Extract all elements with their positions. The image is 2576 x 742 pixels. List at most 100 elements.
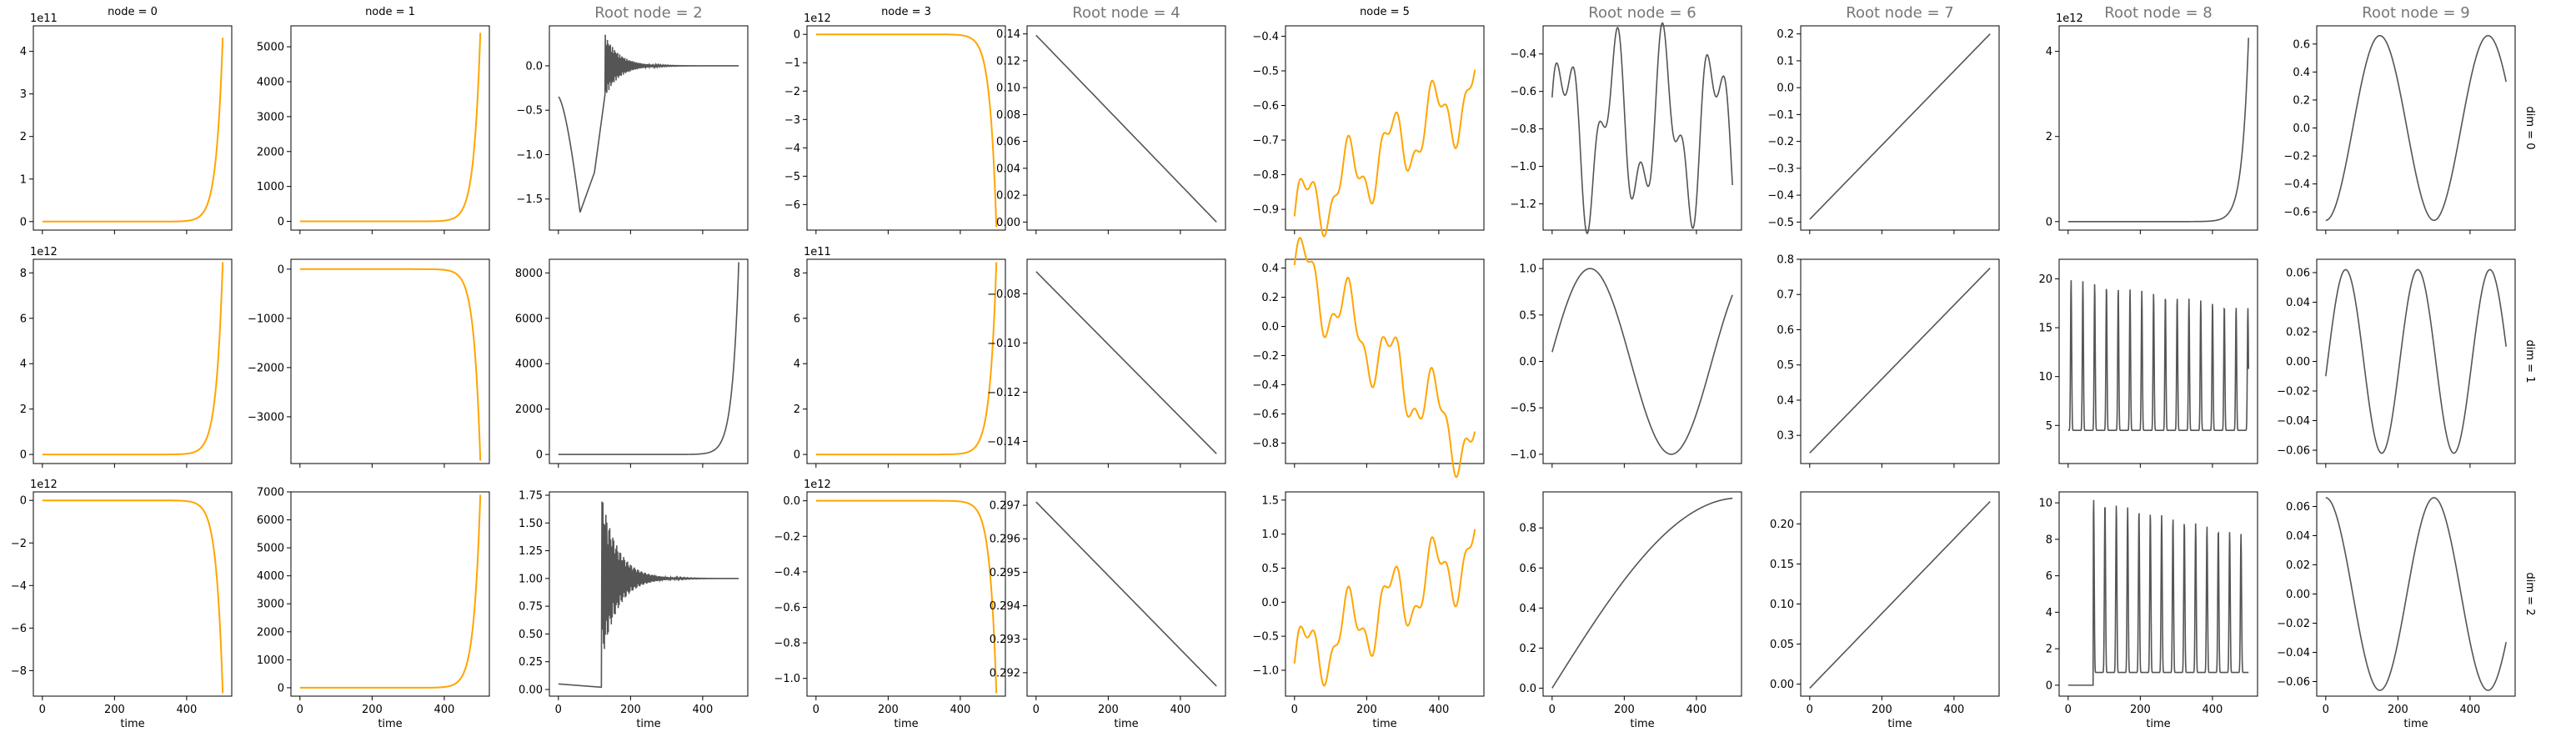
y-tick-label: 0.00: [2286, 356, 2310, 368]
y-tick-label: −0.8: [1252, 169, 1279, 182]
subplot-2-8: 0 2 4 6 8 10 0 200 400 time: [2038, 491, 2258, 730]
y-tick-label: 0: [20, 495, 27, 508]
series-line: [1551, 268, 1733, 455]
y-tick-label: −8: [11, 665, 27, 678]
series-line: [558, 34, 739, 213]
y-tick-label: −1.0: [774, 673, 800, 685]
y-tick-label: 2000: [515, 404, 543, 416]
plot-frame: [1285, 25, 1485, 231]
y-tick-label: 0.0: [1519, 683, 1536, 695]
y-tick-label: 0.2: [1261, 292, 1279, 304]
y-tick-label: 0: [278, 682, 284, 694]
y-tick-label: 2: [2046, 644, 2052, 656]
x-tick-label: 0: [297, 704, 303, 716]
y-tick-label: 0.02: [2286, 559, 2310, 572]
x-tick-label: 0: [1033, 704, 1040, 716]
y-tick-label: 8: [2046, 534, 2052, 546]
x-tick-label: 200: [2130, 704, 2151, 716]
subplot-1-1: −3000 −2000 −1000 0: [248, 258, 490, 468]
x-tick-label: 400: [1686, 704, 1706, 716]
y-tick-label: 0: [2046, 216, 2052, 228]
y-tick-label: 0.02: [2286, 326, 2310, 338]
y-tick-label: 1.25: [519, 545, 543, 558]
series-line: [558, 501, 739, 689]
x-tick-label: 200: [362, 704, 383, 716]
y-tick-label: −0.6: [2283, 207, 2310, 219]
y-tick-label: −6: [784, 199, 800, 212]
x-tick-label: 400: [2459, 704, 2480, 716]
series-line: [2325, 34, 2507, 222]
x-tick-label: 0: [555, 704, 562, 716]
y-tick-label: −0.2: [2283, 151, 2310, 163]
plot-frame: [1285, 258, 1485, 464]
y-tick-label: −0.5: [1767, 217, 1794, 229]
y-tick-label: −2: [11, 538, 27, 550]
y-tick-label: −0.5: [1252, 65, 1279, 78]
series-line: [2067, 499, 2249, 686]
y-tick-label: 0.0: [1261, 597, 1279, 609]
subplot-2-1: 0 1000 2000 3000 4000 5000 6000 7000 0 200 400 time: [257, 487, 490, 730]
x-tick-label: 200: [1614, 704, 1635, 716]
subplot-2-5: −1.0 −0.5 0.0 0.5 1.0 1.5 0 200 400 time: [1252, 491, 1485, 730]
subplot-0-2: −1.5 −1.0 −0.5 0.0 Root node = 2: [516, 4, 749, 234]
series-line: [2067, 38, 2249, 223]
series-line: [1809, 500, 1991, 689]
y-tick-label: 0.04: [2286, 297, 2310, 309]
x-tick-label: 200: [1098, 704, 1119, 716]
x-axis-label: time: [636, 718, 660, 730]
x-tick-label: 200: [2388, 704, 2408, 716]
y-tick-label: 4: [20, 46, 27, 58]
series-line: [815, 499, 998, 694]
x-tick-label: 0: [1807, 704, 1813, 716]
plot-frame: [1285, 491, 1485, 697]
y-tick-label: 0.04: [2286, 530, 2310, 543]
y-tick-label: 1.50: [519, 518, 543, 530]
y-offset-label: 1e11: [804, 246, 831, 258]
subplot-0-1: 0 1000 2000 3000 4000 5000 node = 1: [257, 6, 490, 234]
subplot-2-3: −1.0 −0.8 −0.6 −0.4 −0.2 0.0 0 200 400 1e12 time: [774, 479, 1006, 730]
plot-frame: [2316, 25, 2516, 231]
y-tick-label: 4000: [257, 570, 284, 583]
y-tick-label: 0.00: [1770, 679, 1794, 691]
subplot-1-4: −0.14 −0.12 −0.10 −0.08: [987, 258, 1226, 468]
column-title: Root node = 6: [1588, 4, 1696, 22]
y-tick-label: 0.8: [1519, 523, 1536, 535]
y-tick-label: 5: [2046, 420, 2052, 433]
subplot-1-5: −0.8 −0.6 −0.4 −0.2 0.0 0.2 0.4: [1252, 237, 1485, 479]
y-tick-label: 0.6: [1519, 563, 1536, 575]
plot-frame: [2058, 258, 2258, 464]
y-tick-label: −1.2: [1510, 198, 1536, 211]
y-tick-label: 6: [2046, 570, 2052, 583]
plot-frame: [2058, 25, 2258, 231]
y-tick-label: 8000: [515, 268, 543, 280]
y-tick-label: 1.75: [519, 489, 543, 502]
y-tick-label: 0.3: [1777, 430, 1794, 443]
y-tick-label: 0.6: [1777, 324, 1794, 337]
subplot-1-6: −1.0 −0.5 0.0 0.5 1.0: [1510, 258, 1742, 468]
column-title: node = 0: [108, 6, 158, 18]
y-tick-label: 1000: [257, 654, 284, 667]
y-tick-label: −0.06: [2277, 445, 2310, 458]
y-tick-label: −0.10: [987, 338, 1020, 350]
plot-frame: [549, 25, 749, 231]
y-tick-label: 1.0: [1519, 263, 1536, 276]
plot-frame: [290, 25, 490, 231]
plot-frame: [1800, 258, 2000, 464]
x-axis-label: time: [894, 718, 918, 730]
x-tick-label: 0: [1549, 704, 1556, 716]
subplot-0-6: −1.2 −1.0 −0.8 −0.6 −0.4 Root node = 6: [1510, 4, 1742, 234]
y-tick-label: 0.06: [2286, 501, 2310, 514]
x-tick-label: 200: [878, 704, 899, 716]
y-tick-label: 0: [794, 449, 800, 462]
y-tick-label: −3: [784, 114, 800, 127]
y-tick-label: 0: [278, 216, 284, 228]
y-tick-label: 2: [20, 131, 27, 143]
y-tick-label: 0.00: [996, 217, 1020, 229]
subplot-0-7: −0.5 −0.4 −0.3 −0.2 −0.1 0.0 0.1 0.2 Root node =…: [1767, 4, 2000, 234]
series-line: [1551, 22, 1733, 234]
plot-frame: [549, 491, 749, 697]
series-line: [2325, 497, 2507, 691]
y-tick-label: −0.6: [1510, 86, 1536, 98]
y-tick-label: −1.0: [516, 149, 543, 162]
